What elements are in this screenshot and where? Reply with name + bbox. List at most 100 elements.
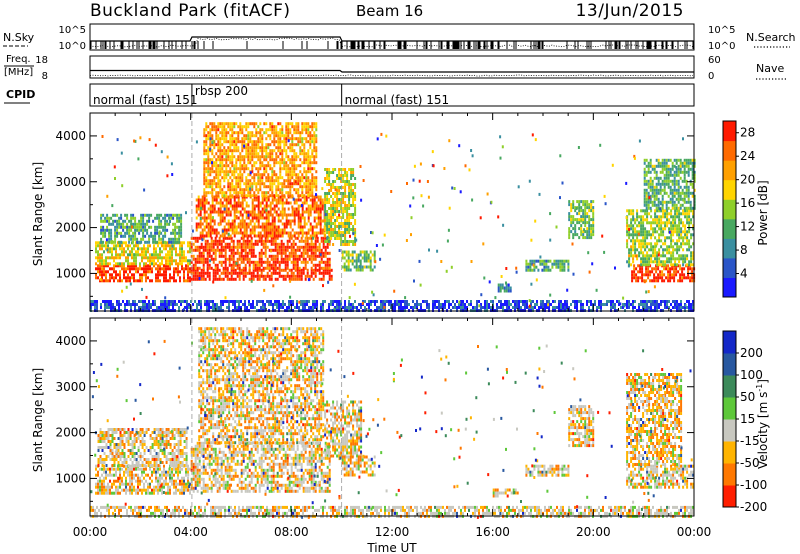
power-cell [245,125,248,129]
power-cell [110,240,113,244]
power-cell [116,228,119,232]
power-cell [249,137,252,141]
power-cell [128,234,131,238]
power-cell [668,251,671,255]
power-cell [670,251,673,255]
power-cell [158,237,161,241]
power-cell [214,266,217,270]
power-cell [344,186,347,189]
power-cell [291,173,294,177]
power-cell [332,204,335,207]
power-cell [133,264,135,268]
power-cell [687,273,690,277]
power-cell [166,213,169,217]
power-cell [574,224,577,228]
power-cell [644,227,647,231]
power-cell [213,143,216,147]
power-cell [247,167,250,171]
power-cell [261,216,264,220]
power-cell [326,268,329,272]
power-cell [341,265,344,269]
power-cell [205,167,208,171]
power-cell [244,271,247,275]
power-cell [311,125,314,129]
power-cell [140,216,143,220]
power-cell [309,225,312,229]
power-cell [271,149,274,153]
power-cell [200,242,203,246]
power-cell [674,260,677,264]
power-cell [246,271,249,275]
power-cell [324,219,327,222]
power-cell [209,204,212,208]
power-cell [171,247,173,251]
power-cell [255,185,258,189]
power-cell [194,245,197,249]
power-cell [326,216,329,219]
power-cell [667,267,670,271]
power-cell [669,188,672,192]
power-cell [348,192,351,195]
power-cell [317,216,320,220]
power-cell [206,306,208,309]
power-cell [662,209,665,213]
power-cell [636,257,639,261]
power-cell [669,191,672,195]
power-cell [155,262,157,266]
power-cell [656,239,659,243]
power-cell [266,263,269,267]
power-cell [300,254,303,258]
power-cell [229,228,232,232]
power-cell [229,134,232,138]
power-cell [653,191,656,195]
power-cell [657,200,660,204]
power-cell [529,265,532,269]
power-cell [136,222,139,226]
power-cell [303,158,306,162]
power-cell [313,140,316,144]
power-cell [145,262,147,266]
power-cell [282,260,285,264]
power-cell [203,161,206,165]
power-cell [305,185,308,189]
power-cell [232,245,235,249]
power-cell [637,264,640,268]
power-cell [229,161,232,165]
power-cell [279,152,282,156]
power-cell [234,245,237,249]
power-cell [289,128,292,132]
power-cell [315,155,318,159]
power-cell [181,250,183,254]
power-cell [688,227,691,231]
power-cell [261,210,264,214]
power-cell [324,266,327,270]
power-cell [342,210,345,213]
power-cell [219,131,222,135]
power-cell [655,206,658,210]
power-cell [165,270,167,274]
power-cell [203,204,206,208]
power-cell [245,201,248,205]
power-cell [237,167,240,171]
power-cell [669,179,672,183]
power-cell [207,146,210,150]
power-cell [691,276,694,280]
power-cell [340,234,343,237]
power-cell [279,201,282,205]
power-cell [205,198,208,202]
power-cell [113,247,115,251]
power-cell [277,131,280,135]
power-cell [139,273,141,277]
power-cell [281,216,284,220]
power-cell [157,279,159,283]
power-cell [213,231,216,235]
power-cell [207,234,210,238]
power-cell [632,233,635,237]
power-cell [224,242,227,246]
power-cell [254,260,257,264]
power-cell [679,164,682,168]
power-cell [160,306,162,309]
power-cell [309,155,312,159]
power-cell [570,203,573,207]
power-cell [324,192,327,195]
